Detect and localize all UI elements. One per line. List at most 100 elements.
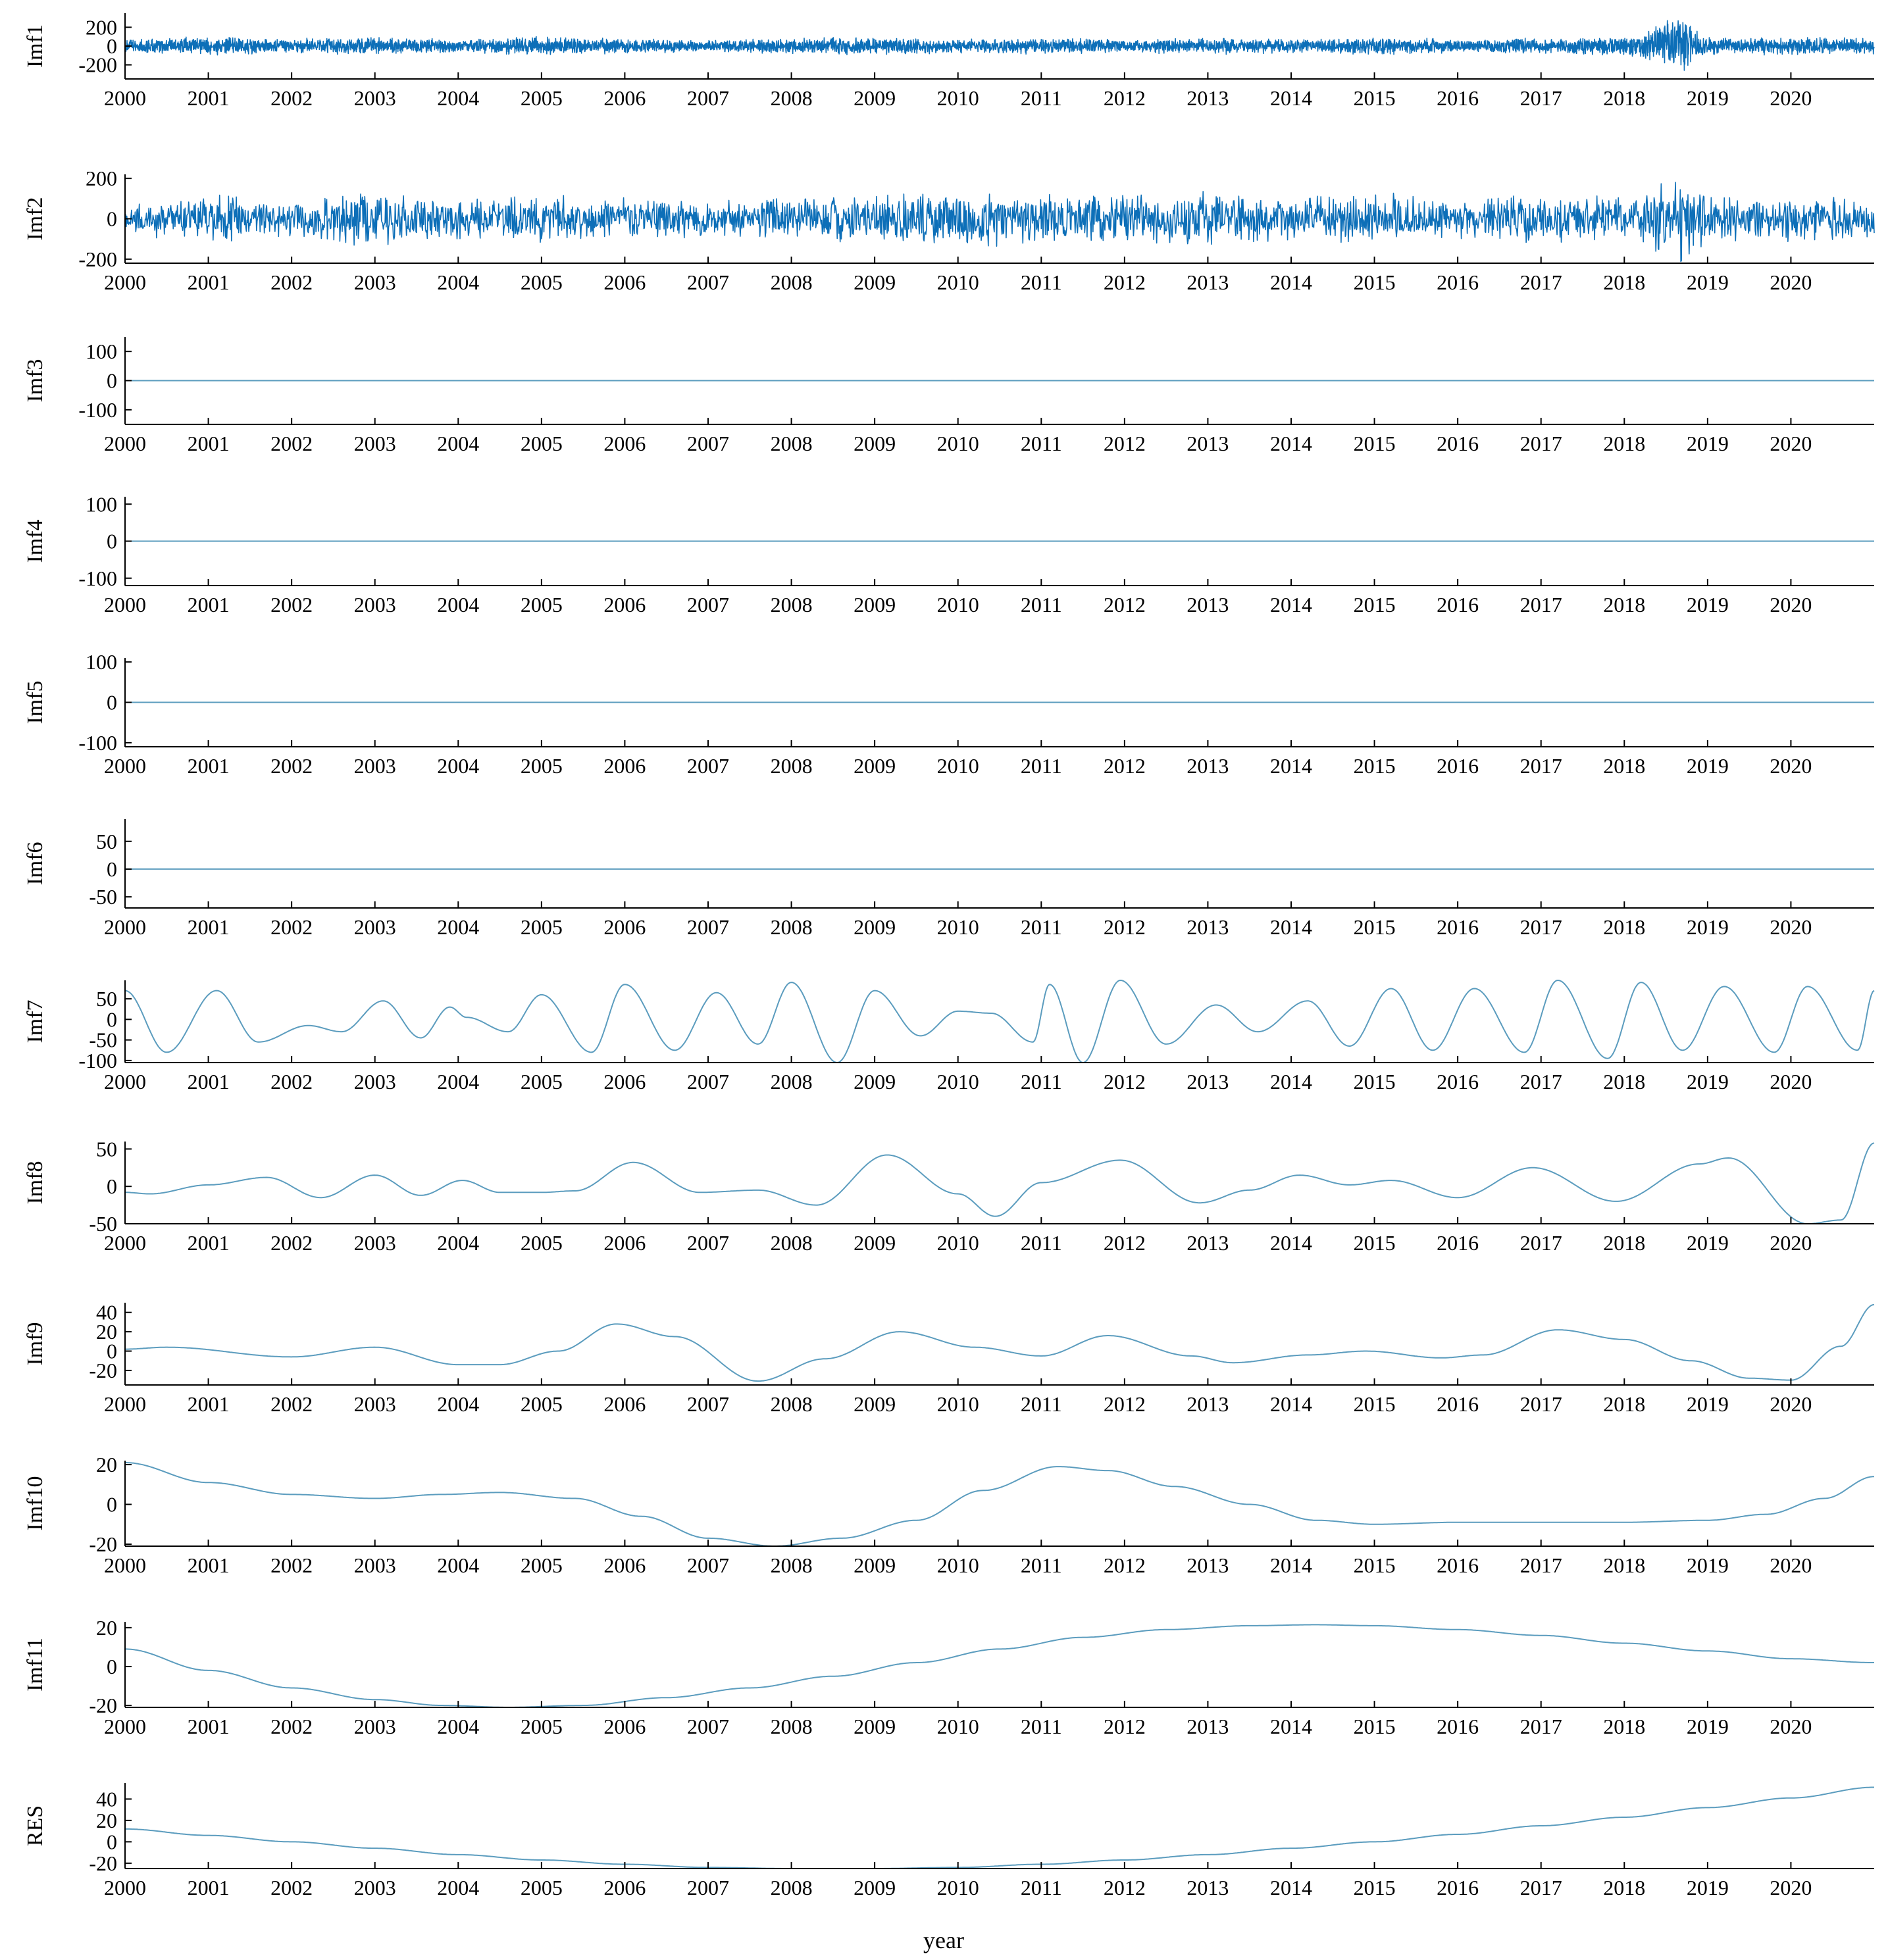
x-tick-label: 2013 (1186, 86, 1229, 110)
x-tick-label: 2008 (771, 1070, 813, 1093)
x-tick-label: 2018 (1603, 1392, 1645, 1416)
x-tick-label: 2002 (270, 593, 313, 616)
x-tick-label: 2008 (771, 1876, 813, 1899)
x-tick-label: 2000 (104, 86, 146, 110)
x-tick-label: 2009 (854, 1070, 896, 1093)
x-tick-label: 2018 (1603, 86, 1645, 110)
x-tick-label: 2014 (1270, 1392, 1312, 1416)
x-tick-label: 2019 (1687, 1392, 1729, 1416)
y-tick-label: 20 (96, 1453, 117, 1476)
x-tick-label: 2018 (1603, 754, 1645, 778)
x-tick-label: 2018 (1603, 1876, 1645, 1899)
x-tick-label: 2018 (1603, 593, 1645, 616)
x-tick-label: 2015 (1354, 270, 1396, 294)
y-tick-label: 50 (96, 830, 117, 853)
y-axis-label: Imf10 (23, 1476, 47, 1530)
x-tick-label: 2002 (270, 1231, 313, 1255)
x-tick-label: 2004 (437, 754, 479, 778)
x-tick-label: 2010 (937, 270, 979, 294)
x-tick-label: 2014 (1270, 86, 1312, 110)
x-tick-label: 2015 (1354, 1553, 1396, 1577)
x-tick-label: 2001 (188, 270, 230, 294)
x-tick-label: 2012 (1104, 432, 1146, 455)
y-axis-label: Imf8 (23, 1161, 47, 1204)
y-tick-label: 0 (107, 857, 117, 881)
x-tick-label: 2005 (521, 915, 563, 939)
x-tick-label: 2009 (854, 1553, 896, 1577)
x-tick-label: 2007 (687, 754, 729, 778)
x-tick-label: 2001 (188, 86, 230, 110)
y-tick-label: -50 (89, 1212, 117, 1236)
x-tick-label: 2019 (1687, 270, 1729, 294)
x-tick-label: 2009 (854, 593, 896, 616)
x-tick-label: 2014 (1270, 593, 1312, 616)
x-tick-label: 2006 (603, 86, 646, 110)
x-tick-label: 2008 (771, 270, 813, 294)
y-axis-label: RES (23, 1805, 47, 1846)
x-tick-label: 2015 (1354, 1876, 1396, 1899)
x-tick-label: 2019 (1687, 1553, 1729, 1577)
x-tick-label: 2010 (937, 1231, 979, 1255)
x-tick-label: 2009 (854, 1231, 896, 1255)
x-tick-label: 2000 (104, 432, 146, 455)
y-tick-label: -20 (89, 1851, 117, 1875)
x-tick-label: 2014 (1270, 432, 1312, 455)
y-axis-label: Imf3 (23, 359, 47, 402)
x-tick-label: 2009 (854, 432, 896, 455)
y-tick-label: 0 (107, 530, 117, 553)
x-tick-label: 2014 (1270, 1876, 1312, 1899)
x-tick-label: 2005 (521, 1553, 563, 1577)
x-tick-label: 2013 (1186, 1876, 1229, 1899)
x-tick-label: 2002 (270, 1715, 313, 1738)
x-tick-label: 2001 (188, 1715, 230, 1738)
x-tick-label: 2001 (188, 754, 230, 778)
y-tick-label: 0 (107, 1830, 117, 1853)
x-tick-label: 2017 (1520, 593, 1562, 616)
x-tick-label: 2005 (521, 1231, 563, 1255)
y-axis-label: Imf1 (23, 24, 47, 68)
x-tick-label: 2008 (771, 1553, 813, 1577)
x-tick-label: 2007 (687, 1231, 729, 1255)
x-tick-label: 2012 (1104, 593, 1146, 616)
x-tick-label: 2004 (437, 1231, 479, 1255)
x-tick-label: 2000 (104, 1715, 146, 1738)
y-tick-label: 20 (96, 1809, 117, 1832)
x-tick-label: 2003 (354, 1715, 396, 1738)
y-tick-label: 0 (107, 1340, 117, 1363)
x-tick-label: 2003 (354, 1553, 396, 1577)
x-tick-label: 2003 (354, 86, 396, 110)
x-tick-label: 2000 (104, 1876, 146, 1899)
y-axis-label: Imf4 (23, 519, 47, 563)
x-tick-label: 2017 (1520, 1553, 1562, 1577)
x-tick-label: 2016 (1437, 593, 1479, 616)
x-tick-label: 2010 (937, 754, 979, 778)
x-tick-label: 2007 (687, 1715, 729, 1738)
y-tick-label: 200 (86, 166, 117, 190)
x-tick-label: 2002 (270, 754, 313, 778)
x-tick-label: 2009 (854, 1392, 896, 1416)
x-tick-label: 2020 (1770, 1070, 1812, 1093)
x-tick-label: 2010 (937, 1715, 979, 1738)
y-tick-label: 40 (96, 1301, 117, 1324)
x-tick-label: 2013 (1186, 1231, 1229, 1255)
x-tick-label: 2003 (354, 432, 396, 455)
x-tick-label: 2017 (1520, 1392, 1562, 1416)
x-tick-label: 2005 (521, 1876, 563, 1899)
x-tick-label: 2018 (1603, 1553, 1645, 1577)
y-tick-label: -100 (78, 566, 117, 590)
x-tick-label: 2013 (1186, 915, 1229, 939)
x-tick-label: 2003 (354, 754, 396, 778)
y-tick-label: 100 (86, 492, 117, 516)
x-tick-label: 2020 (1770, 1392, 1812, 1416)
y-tick-label: -20 (89, 1359, 117, 1382)
x-tick-label: 2016 (1437, 270, 1479, 294)
panel-imf6: 50 0 -50 2000 2001 2002 2003 2004 2005 2006 2007 20… (23, 819, 1874, 939)
x-tick-label: 2008 (771, 1715, 813, 1738)
x-tick-label: 2019 (1687, 1070, 1729, 1093)
x-tick-label: 2010 (937, 432, 979, 455)
x-tick-label: 2006 (603, 593, 646, 616)
x-tick-label: 2006 (603, 270, 646, 294)
x-tick-label: 2008 (771, 915, 813, 939)
